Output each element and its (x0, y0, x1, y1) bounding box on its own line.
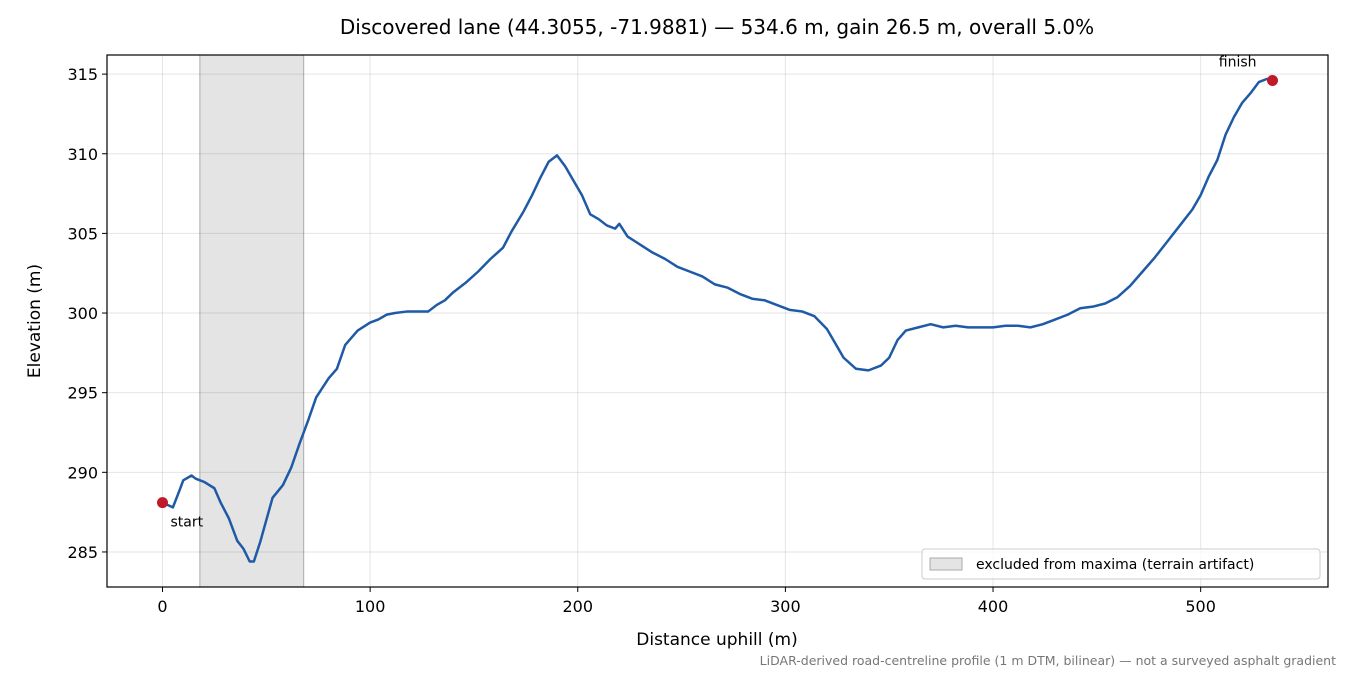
y-tick-label: 315 (67, 65, 98, 84)
y-tick-label: 290 (67, 463, 98, 482)
legend-label: excluded from maxima (terrain artifact) (976, 557, 1254, 573)
x-tick-label: 300 (770, 597, 801, 616)
marker (157, 497, 168, 509)
marker-label: start (171, 515, 204, 531)
y-tick-label: 285 (67, 543, 98, 562)
elevation-line (161, 77, 1273, 563)
chart-title: Discovered lane (44.3055, -71.9881) — 53… (340, 15, 1094, 39)
y-axis-label: Elevation (m) (25, 264, 45, 378)
x-tick-label: 400 (978, 597, 1009, 616)
y-tick-label: 310 (67, 145, 98, 164)
footnote: LiDAR-derived road-centreline profile (1… (760, 653, 1336, 668)
x-tick-label: 200 (562, 597, 593, 616)
legend: excluded from maxima (terrain artifact) (921, 548, 1321, 580)
axes-frame (106, 54, 1329, 588)
x-tick-label: 0 (157, 597, 167, 616)
x-tick-label: 100 (355, 597, 386, 616)
marker (1267, 74, 1278, 86)
y-tick-label: 305 (67, 224, 98, 243)
x-tick-label: 500 (1185, 597, 1216, 616)
y-tick-label: 295 (67, 384, 98, 403)
legend-box (921, 548, 1321, 580)
x-axis-label: Distance uphill (m) (636, 630, 797, 650)
shaded-region (199, 54, 305, 588)
y-tick-label: 300 (67, 304, 98, 323)
legend-swatch (929, 557, 963, 571)
marker-label: finish (1219, 54, 1257, 70)
